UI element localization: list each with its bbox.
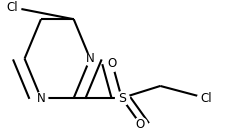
Text: N: N [86, 52, 95, 65]
Text: Cl: Cl [6, 1, 18, 14]
Text: N: N [37, 91, 45, 105]
Text: S: S [118, 91, 126, 105]
Text: O: O [108, 57, 117, 70]
Text: O: O [136, 118, 145, 131]
Text: Cl: Cl [200, 91, 212, 105]
